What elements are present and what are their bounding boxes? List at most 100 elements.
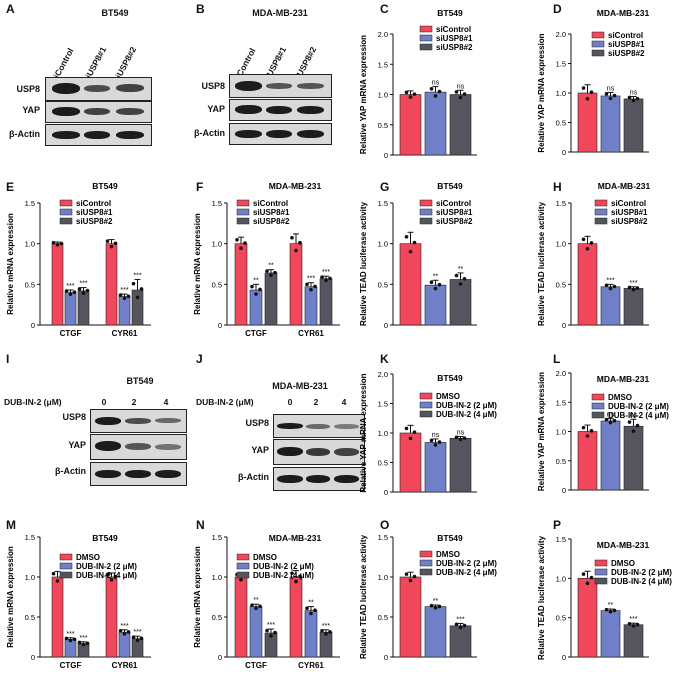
chart-l-bar: [623, 425, 644, 491]
chart-c-legend-label: siControl: [436, 25, 471, 34]
chart-p-bar: [600, 610, 621, 658]
blot-i-title: BT549: [126, 376, 154, 386]
chart-m-significance-label: ***: [120, 623, 128, 630]
chart-p-data-point: [635, 622, 640, 627]
chart-o-bar: [399, 576, 422, 658]
chart-c-bar: [424, 91, 447, 156]
chart-e-bar: [64, 292, 77, 326]
chart-n-data-point: [324, 632, 328, 636]
chart-h-title: MDA-MB-231: [598, 181, 651, 191]
chart-p-data-point: [612, 608, 617, 613]
chart-e-data-point: [131, 281, 136, 286]
chart-m-legend-swatch: [59, 562, 73, 570]
panel-letter-a: A: [6, 2, 15, 16]
chart-n-data-point: [290, 571, 294, 575]
chart-l-y-tick-label: 2.0: [556, 369, 566, 378]
chart-l-title: MDA-MB-231: [597, 374, 650, 384]
blot-b-row-actin: β-Actin: [194, 128, 225, 138]
chart-o-y-tick-label: 0.5: [378, 613, 388, 622]
chart-d-legend-swatch: [591, 40, 605, 48]
chart-d-data-point: [589, 90, 594, 94]
chart-k-legend-label: DMSO: [436, 392, 460, 401]
chart-d-data-point: [608, 96, 613, 101]
chart-k-bar: [449, 438, 472, 493]
chart-g-y-tick-label: 1.0: [378, 240, 388, 249]
chart-o-data-point: [458, 625, 463, 630]
chart-p-y-tick-label: 0.5: [556, 614, 566, 623]
chart-h-data-point: [608, 286, 613, 291]
chart-l-y-tick-label: 1.5: [556, 398, 566, 407]
chart-k-y-tick-label: 0.5: [378, 459, 388, 468]
chart-c-bar: [399, 94, 422, 156]
chart-d-y-tick-label: 2.0: [556, 30, 566, 39]
chart-c-legend-swatch: [419, 43, 433, 51]
chart-o-legend-label: DUB-IN-2 (2 μM): [436, 559, 497, 568]
chart-n-data-point: [298, 574, 302, 579]
chart-l-data-point: [631, 429, 636, 433]
chart-h-legend-swatch: [594, 217, 608, 225]
chart-e-data-point: [81, 291, 86, 295]
chart-f-bar: [304, 286, 318, 326]
chart-m-data-point: [72, 637, 77, 642]
chart-f-significance-label: **: [268, 263, 274, 270]
chart-k-title: BT549: [437, 373, 463, 383]
chart-f-legend-swatch: [236, 208, 250, 216]
chart-k: BT549 0 0.5 1.0 1.5 2.0 Relative YAP mRNA expr…: [359, 370, 497, 497]
chart-e-title: BT549: [92, 181, 118, 191]
chart-f-data-point: [258, 287, 262, 292]
chart-h-legend-swatch: [594, 199, 608, 207]
chart-k-bar: [424, 442, 447, 493]
chart-f-bar: [319, 278, 333, 326]
blot-a-row-actin: β-Actin: [9, 129, 40, 139]
chart-k-legend-label: DUB-IN-2 (2 μM): [436, 401, 497, 410]
chart-h-data-point: [627, 285, 632, 290]
chart-c-data-point: [462, 92, 467, 96]
chart-m-data-point: [64, 636, 69, 641]
chart-d-y-label: Relative YAP mRNA expression: [537, 33, 546, 152]
chart-e-data-point: [118, 293, 123, 297]
blot-j-title: MDA-MB-231: [272, 381, 328, 391]
chart-e-category-label: CTGF: [60, 329, 82, 338]
chart-l-significance-label: ns: [607, 412, 615, 419]
chart-d-legend-swatch: [591, 49, 605, 57]
blot-i-dose-0: 0: [101, 397, 107, 407]
chart-f-legend-label: siControl: [253, 199, 288, 208]
chart-h-legend-label: siUSP8#2: [611, 217, 648, 226]
chart-h-legend-label: siControl: [611, 199, 646, 208]
chart-f-data-point: [294, 248, 298, 253]
chart-d-data-point: [635, 96, 640, 101]
chart-c-data-point: [433, 94, 438, 98]
chart-h: MDA-MB-231 0 0.5 1.0 1.5 Relative TEAD lucife…: [537, 181, 650, 330]
blot-i-dose-2: 2: [131, 397, 137, 407]
chart-n-bar: [289, 576, 303, 658]
chart-e-significance-label: ***: [79, 281, 87, 288]
chart-m-significance-label: ***: [133, 629, 141, 636]
chart-h-y-label: Relative TEAD luciferase activity: [537, 201, 546, 326]
chart-f: MDA-MB-231 0 0.5 1.0 1.5 Relative mRNA expres…: [193, 181, 340, 338]
chart-n-data-point: [273, 630, 277, 635]
blot-a-band: [52, 131, 80, 139]
chart-f-bar: [234, 243, 248, 326]
blot-a-strip-actin: [45, 124, 152, 146]
chart-m-data-point: [113, 574, 118, 579]
chart-m-y-label: Relative mRNA expression: [6, 546, 15, 648]
chart-k-data-point: [429, 438, 434, 443]
chart-k-data-point: [404, 426, 409, 431]
blot-b-band: [297, 83, 324, 89]
chart-l-bar: [600, 420, 621, 491]
chart-n-y-tick-label: 1.5: [212, 533, 222, 542]
chart-h-legend-swatch: [594, 208, 608, 216]
chart-l-data-point: [612, 418, 617, 423]
blot-j-strip-actin: [273, 467, 365, 491]
chart-f-data-point: [309, 287, 313, 292]
chart-n-data-point: [313, 608, 317, 612]
blot-i-band: [95, 417, 121, 425]
chart-g-data-point: [437, 282, 442, 287]
chart-g-data-point: [429, 280, 434, 285]
chart-d-data-point: [627, 95, 632, 100]
chart-e-legend-label: siControl: [76, 199, 111, 208]
chart-d-legend-label: siUSP8#2: [608, 49, 645, 58]
chart-n-bar: [234, 576, 248, 658]
panel-letter-m: M: [6, 518, 16, 532]
chart-m-data-point: [122, 632, 127, 636]
